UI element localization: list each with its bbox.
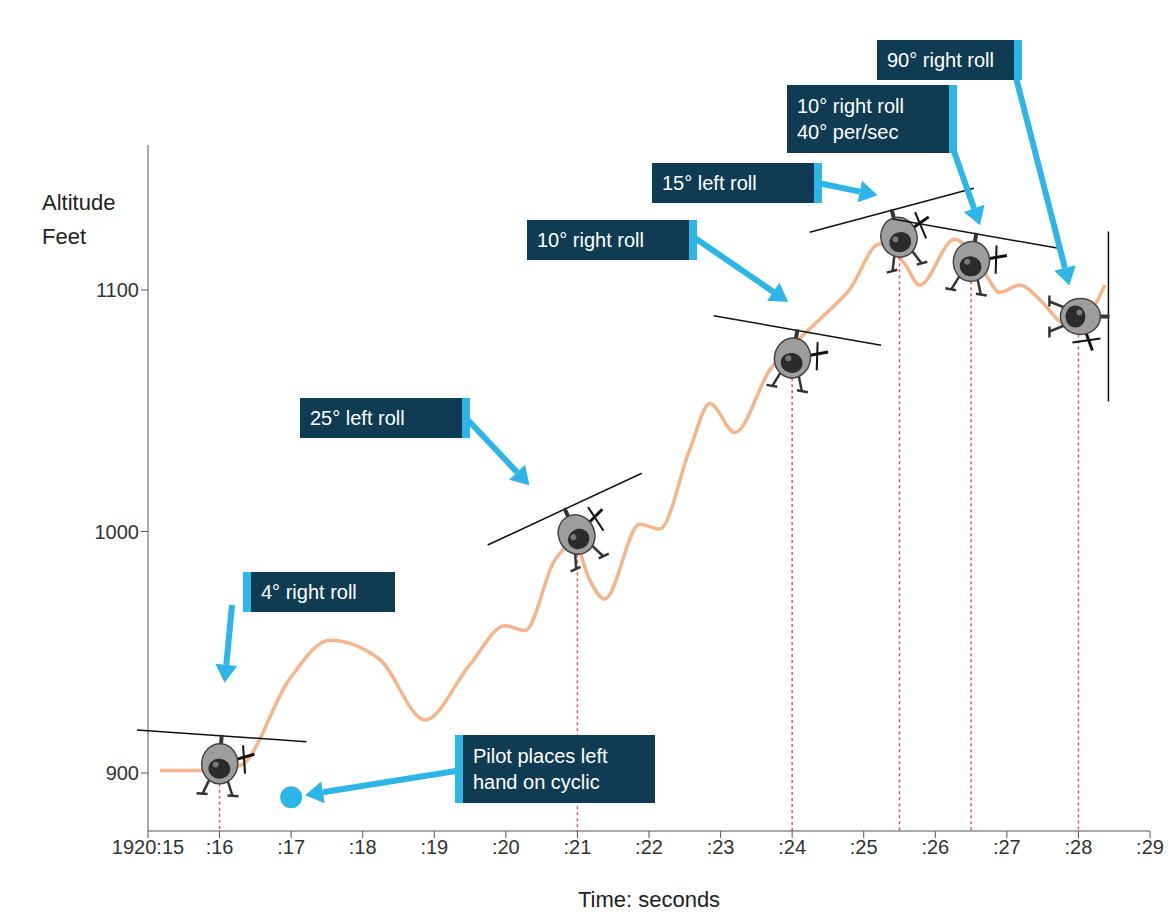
svg-text::19: :19 (420, 836, 448, 858)
svg-text::20: :20 (492, 836, 520, 858)
html-text:Pilot places left: Pilot places left (473, 745, 608, 767)
html-text:90° right roll: 90° right roll (887, 49, 994, 71)
svg-text:900: 900 (106, 762, 139, 784)
html-text:25° left roll: 25° left roll (310, 407, 405, 429)
svg-text::27: :27 (993, 836, 1021, 858)
svg-text::26: :26 (921, 836, 949, 858)
svg-text:1100: 1100 (96, 279, 139, 301)
svg-text::22: :22 (635, 836, 663, 858)
svg-text::23: :23 (707, 836, 735, 858)
svg-text::21: :21 (564, 836, 592, 858)
html-text:15° left roll: 15° left roll (662, 172, 757, 194)
svg-text::18: :18 (349, 836, 377, 858)
svg-text::29: :29 (1136, 836, 1164, 858)
svg-text::24: :24 (778, 836, 806, 858)
html-text:10° right roll: 10° right roll (537, 229, 644, 251)
svg-text:1920:15: 1920:15 (112, 836, 184, 858)
svg-text:1000: 1000 (95, 521, 140, 543)
svg-text:Time: seconds: Time: seconds (578, 887, 720, 912)
svg-text::28: :28 (1065, 836, 1093, 858)
html-text:Altitude: Altitude (42, 190, 116, 215)
svg-text::16: :16 (206, 836, 234, 858)
html-text:hand on cyclic: hand on cyclic (473, 771, 600, 793)
svg-text::25: :25 (850, 836, 878, 858)
html-text:40° per/sec: 40° per/sec (797, 121, 899, 143)
html-text:4° right roll: 4° right roll (261, 581, 357, 603)
svg-text::17: :17 (277, 836, 305, 858)
html-text:10° right roll: 10° right roll (797, 95, 904, 117)
html-text:Feet: Feet (42, 224, 86, 249)
